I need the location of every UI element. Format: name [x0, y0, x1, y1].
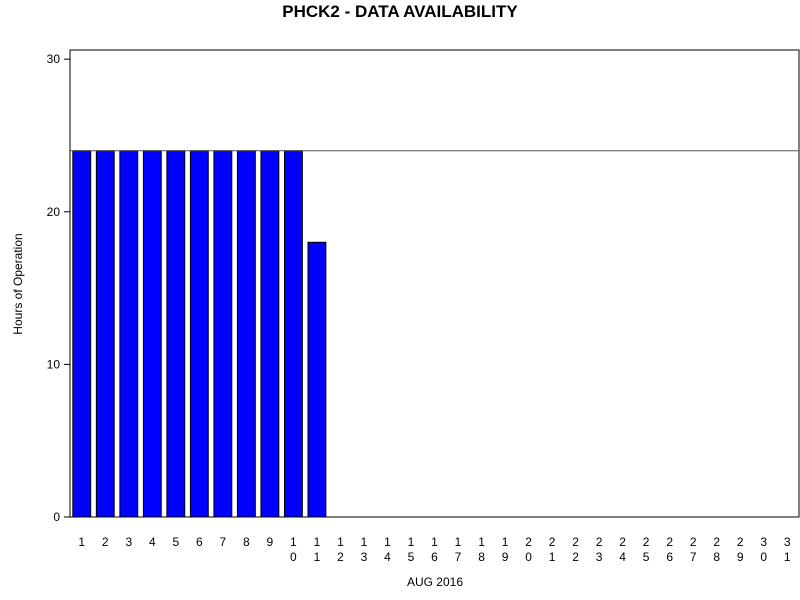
bar [189, 150, 209, 518]
bar [213, 150, 233, 518]
bar [119, 150, 139, 518]
y-tick-label: 30 [47, 52, 61, 66]
y-axis-label: Hours of Operation [11, 233, 25, 334]
bar [260, 150, 280, 518]
plot-frame [69, 49, 800, 518]
x-axis-label: AUG 2016 [407, 575, 463, 589]
y-tick-label: 10 [47, 357, 61, 371]
x-tick-label: 6 [196, 535, 203, 549]
bar [95, 150, 115, 518]
chart-title: PHCK2 - DATA AVAILABILITY [282, 2, 518, 21]
bar [142, 150, 162, 518]
bar [236, 150, 256, 518]
bar [307, 241, 327, 518]
x-tick-label: 9 [267, 535, 274, 549]
x-tick-label: 3 [125, 535, 132, 549]
x-tick-label: 2 [102, 535, 109, 549]
x-tick-label: 4 [149, 535, 156, 549]
x-tick-label: 5 [172, 535, 179, 549]
bar [166, 150, 186, 518]
x-tick-label: 8 [243, 535, 250, 549]
bar [72, 150, 92, 518]
bar [283, 150, 303, 518]
x-tick-label: 1 [78, 535, 85, 549]
y-tick-label: 20 [47, 205, 61, 219]
y-tick-label: 0 [53, 510, 60, 524]
x-tick-label: 7 [220, 535, 227, 549]
